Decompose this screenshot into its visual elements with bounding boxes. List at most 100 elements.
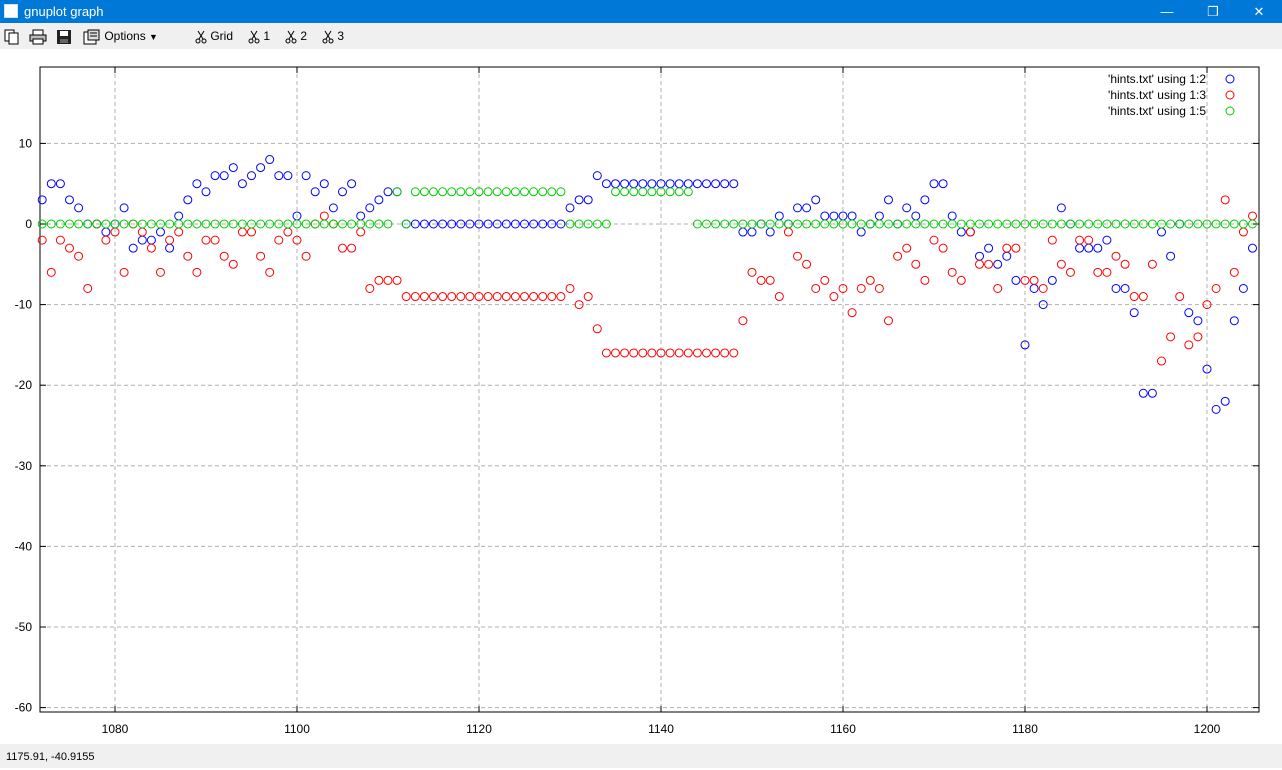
series-2-point xyxy=(674,348,684,358)
series-2-point xyxy=(1029,275,1039,285)
plot-area[interactable]: 1080 1100 1120 1140 1160 1180 1200 10 0 -10 -20 -30… xyxy=(0,49,1282,744)
series-2-point xyxy=(219,251,229,261)
series-3-point xyxy=(947,219,957,229)
series-2-point xyxy=(265,267,275,277)
scatter-chart[interactable]: 1080 1100 1120 1140 1160 1180 1200 10 0 -10 -20 -30… xyxy=(0,49,1282,744)
series-2-point xyxy=(756,275,766,285)
series-1-point xyxy=(310,187,320,197)
series-2-point xyxy=(665,348,675,358)
plot-3-label: 3 xyxy=(337,29,345,43)
series-2-point xyxy=(237,227,247,237)
series-1-point xyxy=(638,179,648,189)
series-2-point xyxy=(55,235,65,245)
series-3-point xyxy=(65,219,74,229)
series-1-point xyxy=(1211,404,1221,414)
series-1-point xyxy=(847,211,857,221)
grid-toggle-button[interactable]: Grid xyxy=(195,27,233,45)
y-tick-label: 10 xyxy=(19,136,33,150)
series-3-point xyxy=(520,187,529,197)
series-1-point xyxy=(492,219,502,229)
series-1-point xyxy=(529,219,539,229)
series-2-point xyxy=(620,348,630,358)
series-1-point xyxy=(956,227,966,237)
series-1-point xyxy=(374,195,384,205)
series-2-point xyxy=(1002,243,1012,253)
series-2-point xyxy=(865,275,875,285)
series-2-point xyxy=(1120,259,1130,269)
series-2-point xyxy=(902,243,912,253)
plot-2-toggle-button[interactable]: 2 xyxy=(285,27,307,45)
series-1-point xyxy=(1011,275,1021,285)
series-2-point xyxy=(711,348,721,358)
series-3-point xyxy=(301,219,311,229)
series-3-point xyxy=(1002,219,1012,229)
series-3-point xyxy=(55,219,65,229)
series-3-point xyxy=(1047,219,1057,229)
series-3-point xyxy=(247,219,256,229)
options-menu-button[interactable]: Options ▼ xyxy=(83,27,158,45)
gnuplot-app-icon[interactable] xyxy=(4,4,18,18)
series-2-point xyxy=(783,227,793,237)
series-3-point xyxy=(1202,219,1212,229)
series-1-point xyxy=(456,219,466,229)
legend-marker-2 xyxy=(1225,90,1235,100)
y-tick-label: -40 xyxy=(15,539,33,553)
series-2-point xyxy=(146,243,156,253)
series-3-point xyxy=(492,187,502,197)
maximize-button[interactable]: ❐ xyxy=(1207,4,1219,19)
title-bar: gnuplot graph — ❐ ✕ xyxy=(0,0,1282,23)
series-3-point xyxy=(856,219,866,229)
series-1-point xyxy=(611,179,620,189)
series-3-point xyxy=(638,187,648,197)
series-2-point xyxy=(1175,292,1185,302)
series-2-point xyxy=(347,243,357,253)
series-2-point xyxy=(1184,340,1194,350)
series-3-point xyxy=(1138,219,1148,229)
close-button[interactable]: ✕ xyxy=(1253,4,1265,19)
series-1-point xyxy=(1138,388,1148,398)
y-tick-label: -10 xyxy=(15,298,33,312)
series-1-point xyxy=(975,251,984,261)
plot-3-toggle-button[interactable]: 3 xyxy=(322,27,344,45)
save-button[interactable] xyxy=(56,27,72,45)
series-3-point xyxy=(210,219,220,229)
series-1-point xyxy=(647,179,657,189)
series-3-point xyxy=(1248,219,1257,229)
series-2-point xyxy=(228,259,238,269)
series-2-point xyxy=(1193,332,1203,342)
series-2-point xyxy=(510,292,520,302)
series-2-point xyxy=(65,243,74,253)
series-3-point xyxy=(1211,219,1221,229)
minimize-button[interactable]: — xyxy=(1160,4,1174,19)
series-1-point xyxy=(1229,316,1239,326)
series-3-point xyxy=(747,219,757,229)
series-3-point xyxy=(1038,219,1048,229)
series-2-point xyxy=(419,292,429,302)
series-1-point xyxy=(438,219,448,229)
series-2-point xyxy=(547,292,557,302)
series-1-point xyxy=(419,219,429,229)
copy-button[interactable] xyxy=(4,27,20,45)
series-3-point xyxy=(1102,219,1112,229)
series-1-point xyxy=(520,219,529,229)
series-3-point xyxy=(729,219,739,229)
series-2-point xyxy=(1129,292,1139,302)
series-3-point xyxy=(1093,219,1103,229)
series-3-point xyxy=(83,219,93,229)
series-3-point xyxy=(929,219,939,229)
print-button[interactable] xyxy=(29,27,47,45)
series-2-point xyxy=(501,292,511,302)
series-2-point xyxy=(1038,283,1048,293)
series-2-point xyxy=(702,348,711,358)
series-3-point xyxy=(1056,219,1066,229)
series-1-point xyxy=(183,195,193,205)
series-1-point xyxy=(301,171,311,181)
series-3-point xyxy=(711,219,721,229)
cursor-coordinates: 1175.91, -40.9155 xyxy=(6,751,95,763)
series-1-point xyxy=(729,179,739,189)
plot-1-label: 1 xyxy=(263,29,271,43)
plot-1-toggle-button[interactable]: 1 xyxy=(248,27,270,45)
legend-label-1: 'hints.txt' using 1:2 xyxy=(1108,72,1206,86)
series-3-point xyxy=(1075,219,1085,229)
series-1-point xyxy=(884,195,893,205)
